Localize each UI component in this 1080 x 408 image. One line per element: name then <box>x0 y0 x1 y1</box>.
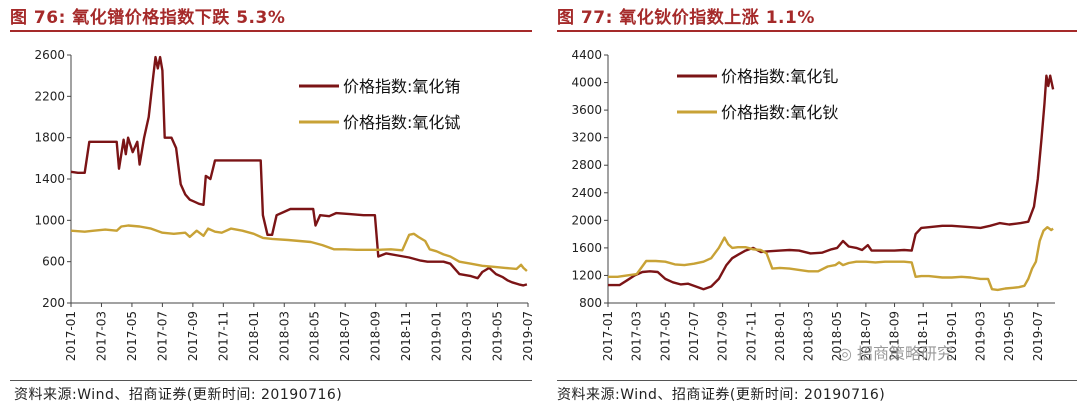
right-chart-title: 图 77: 氧化钬价指数上涨 1.1% <box>557 8 815 28</box>
series-line <box>608 226 1054 292</box>
right-source-note: 资料来源:Wind、招商证券(更新时间: 20190716) <box>557 387 886 403</box>
x-tick-label: 2018-07 <box>338 311 352 361</box>
x-tick-label: 2018-01 <box>773 311 787 361</box>
series-line <box>70 224 528 272</box>
legend-label: 价格指数:氧化铕 <box>343 77 460 96</box>
right-chart: 800 1200 1600 2000 2400 2800 3200 3600 4000 4400 2… <box>571 48 1055 361</box>
y-tick-label: 2400 <box>571 186 602 200</box>
x-tick-label: 2017-03 <box>630 311 644 361</box>
left-chart: 200 600 1000 1400 1800 2200 2600 2017-01 2017-03… <box>34 48 535 361</box>
x-tick-label: 2019-01 <box>945 311 959 361</box>
x-tick-label: 2018-05 <box>308 311 322 361</box>
y-tick-label: 1200 <box>571 268 602 282</box>
x-tick-label: 2019-01 <box>430 311 444 361</box>
right-title-rule <box>557 30 1077 32</box>
x-tick-label: 2018-01 <box>247 311 261 361</box>
x-tick-label: 2017-05 <box>125 311 139 361</box>
x-tick-label: 2019-05 <box>491 311 505 361</box>
y-tick-label: 800 <box>579 296 602 310</box>
watermark-icon: ◎ <box>838 344 858 363</box>
y-tick-label: 600 <box>42 255 65 269</box>
left-title-rule <box>10 30 532 32</box>
x-tick-label: 2019-07 <box>521 311 535 361</box>
y-tick-label: 1800 <box>34 131 65 145</box>
left-source-note: 资料来源:Wind、招商证券(更新时间: 20190716) <box>14 387 343 403</box>
x-tick-label: 2017-11 <box>744 311 758 361</box>
x-tick-label: 2018-07 <box>859 311 873 361</box>
x-tick-label: 2018-09 <box>369 311 383 361</box>
watermark: ◎ 招商策略研究 <box>838 340 953 364</box>
x-tick-label: 2019-03 <box>974 311 988 361</box>
x-tick-label: 2018-05 <box>830 311 844 361</box>
y-tick-label: 1400 <box>34 172 65 186</box>
x-tick-label: 2018-11 <box>399 311 413 361</box>
left-chart-title: 图 76: 氧化镨价格指数下跌 5.3% <box>10 8 286 28</box>
left-source-rule <box>10 380 532 381</box>
x-tick-label: 2017-05 <box>658 311 672 361</box>
y-tick-label: 200 <box>42 296 65 310</box>
x-tick-label: 2019-05 <box>1002 311 1016 361</box>
y-tick-label: 4400 <box>571 48 602 62</box>
y-tick-label: 3600 <box>571 103 602 117</box>
x-tick-label: 2019-07 <box>1031 311 1045 361</box>
x-tick-label: 2018-03 <box>802 311 816 361</box>
x-tick-label: 2017-09 <box>186 311 200 361</box>
y-tick-label: 3200 <box>571 131 602 145</box>
y-tick-label: 4000 <box>571 76 602 90</box>
y-tick-label: 2800 <box>571 158 602 172</box>
series-line <box>608 74 1055 291</box>
x-tick-label: 2018-11 <box>916 311 930 361</box>
legend-label: 价格指数:氧化钬 <box>721 103 838 122</box>
x-tick-label: 2017-11 <box>216 311 230 361</box>
right-source-rule <box>557 380 1077 381</box>
legend-label: 价格指数:氧化钆 <box>721 67 838 86</box>
x-tick-label: 2017-03 <box>94 311 108 361</box>
x-tick-label: 2019-03 <box>460 311 474 361</box>
x-tick-label: 2017-01 <box>64 311 78 361</box>
x-tick-label: 2018-09 <box>888 311 902 361</box>
y-tick-label: 1600 <box>571 241 602 255</box>
watermark-text: 招商策略研究 <box>857 344 954 363</box>
y-tick-label: 2000 <box>571 213 602 227</box>
x-tick-label: 2018-03 <box>277 311 291 361</box>
x-tick-label: 2017-09 <box>716 311 730 361</box>
series-line <box>70 55 528 287</box>
y-tick-label: 2600 <box>34 48 65 62</box>
x-tick-label: 2017-07 <box>687 311 701 361</box>
y-tick-label: 1000 <box>34 213 65 227</box>
y-tick-label: 2200 <box>34 89 65 103</box>
x-tick-label: 2017-01 <box>601 311 615 361</box>
legend-label: 价格指数:氧化铽 <box>343 113 460 132</box>
x-tick-label: 2017-07 <box>155 311 169 361</box>
